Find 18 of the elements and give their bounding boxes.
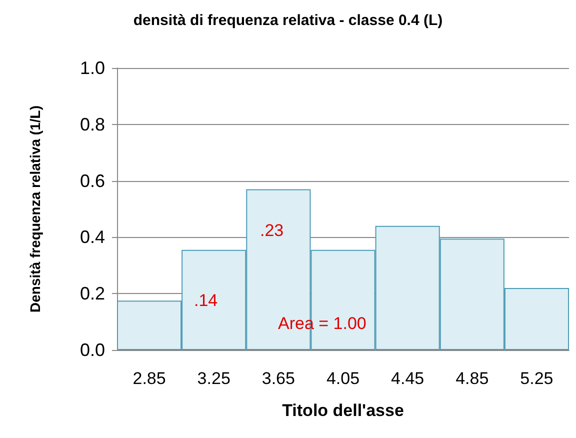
y-tick-label: 0.0 bbox=[80, 340, 105, 360]
x-tick-label: 3.25 bbox=[197, 369, 230, 388]
x-tick-label: 5.25 bbox=[520, 369, 554, 388]
x-tick-label: 3.65 bbox=[262, 369, 295, 388]
y-tick-label: 1.0 bbox=[80, 58, 105, 78]
annotation: .23 bbox=[260, 221, 284, 240]
chart-title: densità di frequenza relativa - classe 0.4 (L) bbox=[133, 12, 443, 29]
x-tick-label: 2.85 bbox=[132, 369, 166, 388]
x-tick-label: 4.45 bbox=[391, 369, 424, 388]
x-axis-title: Titolo dell'asse bbox=[282, 401, 404, 420]
y-tick-label: 0.8 bbox=[80, 114, 105, 134]
x-tick-label: 4.85 bbox=[456, 369, 489, 388]
y-tick-label: 0.6 bbox=[80, 170, 105, 191]
y-tick-label: 0.2 bbox=[80, 284, 105, 304]
x-tick-label: 4.05 bbox=[326, 369, 360, 388]
annotation: .14 bbox=[194, 291, 218, 310]
y-axis-title: Densità frequenza relativa (1/L) bbox=[27, 106, 43, 312]
y-tick-label: 0.4 bbox=[80, 227, 105, 248]
